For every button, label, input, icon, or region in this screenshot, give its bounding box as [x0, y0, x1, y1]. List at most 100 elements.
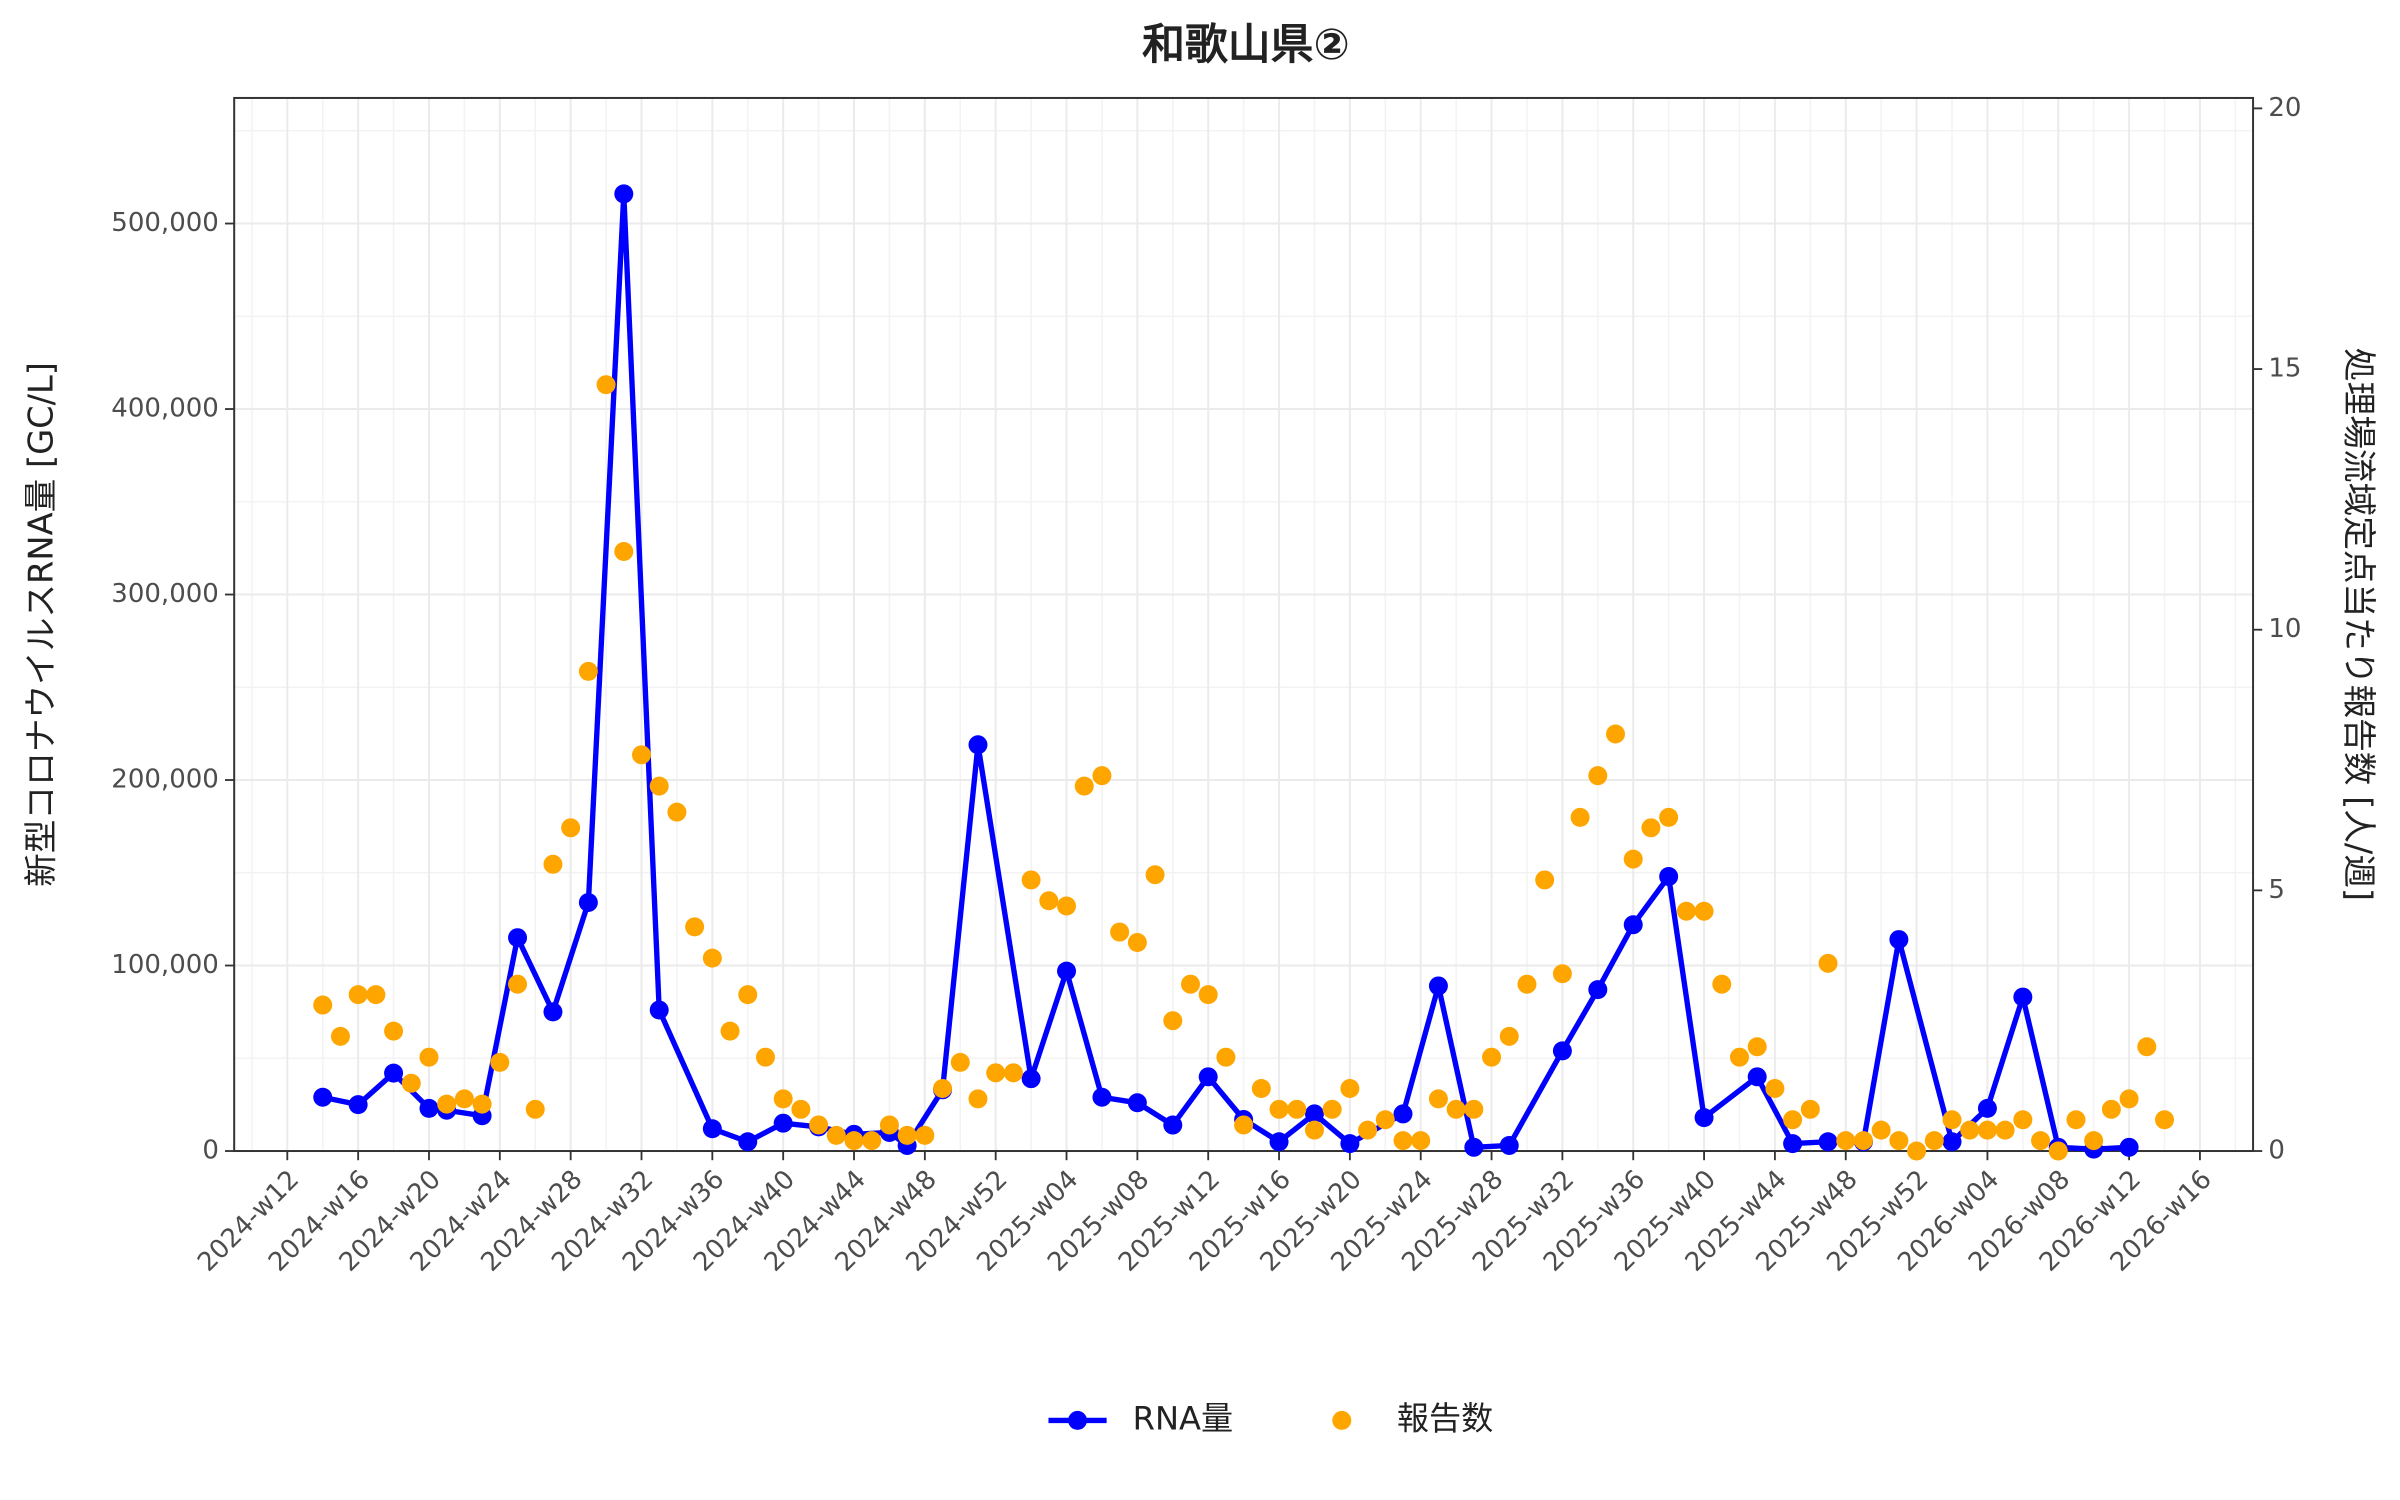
y2-tick-label: 15	[2268, 354, 2301, 384]
data-point	[1499, 1135, 1519, 1155]
data-point	[313, 995, 333, 1015]
data-point	[1110, 922, 1130, 942]
data-point	[968, 1089, 988, 1109]
data-point	[1977, 1098, 1997, 1118]
data-point	[2137, 1037, 2157, 1057]
data-point	[1535, 870, 1555, 890]
data-point	[720, 1021, 740, 1041]
data-point	[384, 1021, 404, 1041]
y2-tick-label: 20	[2268, 93, 2301, 123]
data-point	[1499, 1026, 1519, 1046]
y2-tick-label: 0	[2268, 1136, 2285, 1166]
data-point	[1942, 1110, 1962, 1130]
data-point	[614, 542, 634, 561]
y2-axis-title: 処理場流域定点当たり報告数 [人/週]	[2340, 348, 2379, 901]
data-point	[1889, 930, 1909, 950]
y-tick-label: 500,000	[111, 208, 219, 238]
data-point	[2084, 1131, 2104, 1151]
data-point	[1818, 1132, 1838, 1152]
data-point	[1393, 1131, 1413, 1151]
legend-symbol	[1332, 1410, 1352, 1430]
data-point	[2048, 1141, 2068, 1161]
data-point	[791, 1099, 811, 1119]
data-point	[1287, 1099, 1307, 1119]
data-point	[2013, 987, 2033, 1007]
data-point	[1712, 974, 1732, 994]
y-tick-label: 400,000	[111, 394, 219, 424]
data-point	[419, 1047, 439, 1067]
data-point	[1623, 849, 1643, 869]
data-point	[1960, 1120, 1980, 1140]
data-point	[986, 1063, 1006, 1083]
data-point	[330, 1026, 350, 1046]
data-point	[1446, 1099, 1466, 1119]
data-point	[348, 985, 368, 1005]
data-point	[667, 802, 687, 822]
data-point	[1163, 1011, 1183, 1031]
data-point	[1428, 1089, 1448, 1109]
chart-title: 和歌山県②	[1142, 20, 1350, 70]
y-tick-label: 200,000	[111, 765, 219, 795]
data-point	[1694, 901, 1714, 921]
data-point	[1464, 1137, 1484, 1157]
data-point	[490, 1052, 510, 1072]
y-axis-title: 新型コロナウイルスRNA量 [GC/L]	[21, 362, 60, 887]
data-point	[1074, 776, 1094, 796]
data-point	[1552, 964, 1572, 984]
data-point	[649, 776, 669, 796]
data-point	[1729, 1047, 1749, 1067]
data-point	[1977, 1120, 1997, 1140]
data-point	[1304, 1104, 1324, 1124]
data-point	[437, 1094, 457, 1114]
data-point	[2155, 1110, 2175, 1130]
data-point	[755, 1047, 775, 1067]
data-point	[1995, 1120, 2015, 1140]
data-point	[596, 375, 616, 395]
y-tick-label: 0	[202, 1136, 219, 1166]
data-point	[1269, 1099, 1289, 1119]
data-point	[1747, 1067, 1767, 1087]
data-point	[1783, 1134, 1803, 1154]
y2-tick-label: 10	[2268, 614, 2301, 644]
data-point	[1092, 1087, 1112, 1107]
data-point	[1606, 724, 1626, 744]
data-point	[862, 1131, 882, 1151]
data-point	[1375, 1110, 1395, 1130]
data-point	[2013, 1110, 2033, 1130]
data-point	[1234, 1115, 1254, 1135]
data-point	[2066, 1110, 2086, 1130]
data-point	[1393, 1104, 1413, 1124]
data-point	[1057, 961, 1077, 981]
data-point	[1853, 1131, 1873, 1151]
data-point	[578, 661, 598, 681]
data-point	[348, 1095, 368, 1115]
data-point	[1216, 1047, 1236, 1067]
data-point	[1181, 974, 1200, 994]
data-point	[1039, 891, 1059, 911]
data-point	[773, 1089, 793, 1109]
data-point	[1552, 1041, 1572, 1061]
data-point	[1021, 1069, 1041, 1089]
data-point	[2031, 1131, 2051, 1151]
data-point	[1588, 980, 1608, 1000]
data-point	[897, 1125, 917, 1145]
data-point	[1676, 901, 1696, 921]
data-point	[1251, 1078, 1271, 1098]
data-point	[578, 892, 598, 912]
data-point	[366, 985, 386, 1005]
data-point	[454, 1089, 474, 1109]
data-point	[543, 1002, 563, 1022]
data-point	[1411, 1131, 1431, 1151]
data-point	[773, 1113, 793, 1133]
data-point	[950, 1052, 970, 1072]
legend-label: RNA量	[1133, 1399, 1233, 1437]
data-point	[933, 1078, 953, 1098]
data-point	[2101, 1099, 2121, 1119]
data-point	[1127, 1093, 1147, 1113]
data-point	[1783, 1110, 1803, 1130]
data-point	[1269, 1132, 1289, 1152]
data-point	[879, 1115, 899, 1135]
data-point	[1694, 1108, 1714, 1128]
